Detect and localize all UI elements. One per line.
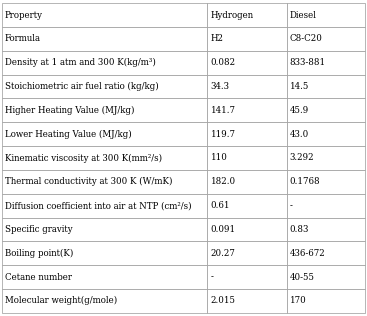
Bar (287, 289, 365, 313)
Bar (207, 51, 287, 75)
Bar (207, 265, 287, 289)
Bar (287, 51, 365, 75)
Text: Property: Property (5, 10, 43, 20)
Bar (287, 3, 365, 27)
Bar (2, 75, 207, 99)
Text: 110: 110 (210, 154, 227, 162)
Bar (207, 146, 287, 170)
Bar (2, 3, 207, 27)
Bar (2, 170, 207, 194)
Text: Stoichiometric air fuel ratio (kg/kg): Stoichiometric air fuel ratio (kg/kg) (5, 82, 159, 91)
Bar (2, 194, 207, 217)
Bar (287, 194, 365, 217)
Bar (207, 289, 287, 313)
Bar (2, 51, 207, 75)
Bar (2, 241, 207, 265)
Bar (207, 3, 287, 27)
Bar (207, 217, 287, 241)
Text: 0.83: 0.83 (290, 225, 309, 234)
Text: 20.27: 20.27 (210, 249, 235, 258)
Text: 0.1768: 0.1768 (290, 177, 320, 186)
Bar (287, 75, 365, 99)
Bar (2, 146, 207, 170)
Bar (207, 194, 287, 217)
Text: Molecular weight(g/mole): Molecular weight(g/mole) (5, 296, 117, 306)
Bar (207, 170, 287, 194)
Bar (2, 27, 207, 51)
Text: 40-55: 40-55 (290, 273, 315, 282)
Bar (287, 241, 365, 265)
Bar (287, 170, 365, 194)
Text: 0.61: 0.61 (210, 201, 230, 210)
Text: Diffusion coefficient into air at NTP (cm²/s): Diffusion coefficient into air at NTP (c… (5, 201, 192, 210)
Text: 2.015: 2.015 (210, 296, 235, 306)
Text: 43.0: 43.0 (290, 130, 309, 139)
Text: Hydrogen: Hydrogen (210, 10, 254, 20)
Text: Thermal conductivity at 300 K (W/mK): Thermal conductivity at 300 K (W/mK) (5, 177, 172, 186)
Text: 833-881: 833-881 (290, 58, 326, 67)
Bar (2, 289, 207, 313)
Text: 0.091: 0.091 (210, 225, 236, 234)
Text: -: - (290, 201, 292, 210)
Text: 34.3: 34.3 (210, 82, 229, 91)
Text: Lower Heating Value (MJ/kg): Lower Heating Value (MJ/kg) (5, 130, 131, 139)
Bar (2, 217, 207, 241)
Bar (207, 27, 287, 51)
Bar (207, 99, 287, 122)
Bar (287, 217, 365, 241)
Bar (2, 99, 207, 122)
Text: Higher Heating Value (MJ/kg): Higher Heating Value (MJ/kg) (5, 106, 134, 115)
Text: 119.7: 119.7 (210, 130, 235, 139)
Bar (287, 122, 365, 146)
Text: 141.7: 141.7 (210, 106, 235, 115)
Bar (287, 27, 365, 51)
Bar (287, 265, 365, 289)
Text: Diesel: Diesel (290, 10, 317, 20)
Text: -: - (210, 273, 213, 282)
Text: 14.5: 14.5 (290, 82, 309, 91)
Text: C8-C20: C8-C20 (290, 34, 323, 43)
Text: H2: H2 (210, 34, 224, 43)
Text: Cetane number: Cetane number (5, 273, 72, 282)
Bar (207, 75, 287, 99)
Bar (287, 146, 365, 170)
Text: Kinematic viscosity at 300 K(mm²/s): Kinematic viscosity at 300 K(mm²/s) (5, 154, 162, 162)
Text: 170: 170 (290, 296, 306, 306)
Bar (287, 99, 365, 122)
Text: 3.292: 3.292 (290, 154, 314, 162)
Text: Formula: Formula (5, 34, 41, 43)
Bar (207, 241, 287, 265)
Text: Boiling point(K): Boiling point(K) (5, 249, 73, 258)
Text: 436-672: 436-672 (290, 249, 326, 258)
Text: Specific gravity: Specific gravity (5, 225, 72, 234)
Bar (207, 122, 287, 146)
Text: Density at 1 atm and 300 K(kg/m³): Density at 1 atm and 300 K(kg/m³) (5, 58, 156, 67)
Bar (2, 122, 207, 146)
Text: 45.9: 45.9 (290, 106, 309, 115)
Bar (2, 265, 207, 289)
Text: 0.082: 0.082 (210, 58, 236, 67)
Text: 182.0: 182.0 (210, 177, 236, 186)
